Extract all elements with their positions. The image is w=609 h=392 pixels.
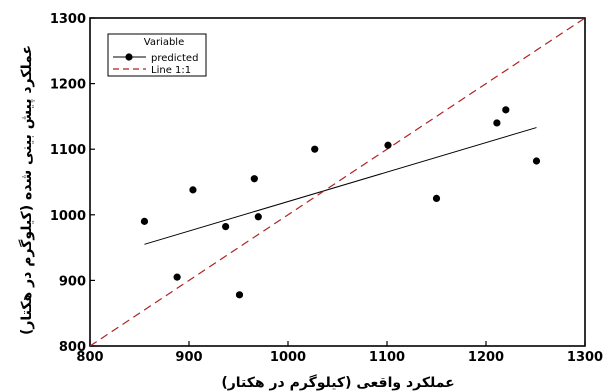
data-point-4 bbox=[235, 291, 244, 299]
data-point-0 bbox=[140, 217, 149, 225]
data-point-10 bbox=[493, 119, 501, 127]
data-point-2 bbox=[189, 186, 197, 194]
y-tick-label-0: 800 bbox=[59, 340, 86, 355]
data-point-3 bbox=[222, 223, 230, 231]
y-axis-title: عملکرد پیش بینی شده (کیلوگرم در هکتار) bbox=[18, 45, 35, 335]
data-point-5 bbox=[250, 175, 258, 183]
legend-label-line-1-1: Line 1:1 bbox=[151, 65, 191, 76]
plot-frame bbox=[89, 17, 586, 347]
legend-title: Variable bbox=[144, 37, 185, 48]
y-axis-title-group: عملکرد پیش بینی شده (کیلوگرم در هکتار) bbox=[18, 45, 35, 335]
trend-line bbox=[144, 127, 537, 245]
x-tick-label-5: 1300 bbox=[567, 350, 603, 365]
y-tick-label-4: 1200 bbox=[50, 78, 86, 93]
x-tick-label-1: 900 bbox=[175, 350, 202, 365]
data-point-8 bbox=[384, 141, 392, 149]
series-trend-group bbox=[144, 127, 537, 245]
x-tick-label-2: 1000 bbox=[270, 350, 306, 365]
legend-label-predicted: predicted bbox=[151, 53, 198, 64]
x-tick-label-3: 1100 bbox=[369, 350, 405, 365]
data-point-12 bbox=[532, 157, 541, 165]
line-1-1 bbox=[90, 18, 585, 346]
data-point-6 bbox=[254, 213, 262, 221]
y-tick-label-1: 900 bbox=[59, 274, 86, 289]
data-point-1 bbox=[173, 273, 181, 281]
y-tick-label-5: 1300 bbox=[50, 12, 86, 27]
y-tick-label-3: 1100 bbox=[50, 143, 86, 158]
y-tick-label-2: 1000 bbox=[50, 209, 86, 224]
data-point-7 bbox=[311, 145, 319, 153]
x-axis-title: عملکرد واقعی (کیلوگرم در هکتار) bbox=[221, 374, 454, 391]
legend-predicted-marker bbox=[125, 53, 133, 61]
series-line-1-1-group bbox=[90, 18, 585, 346]
x-tick-label-4: 1200 bbox=[468, 350, 504, 365]
data-point-11 bbox=[502, 106, 510, 114]
data-point-9 bbox=[432, 194, 441, 202]
x-tick-label-0: 800 bbox=[76, 350, 103, 365]
